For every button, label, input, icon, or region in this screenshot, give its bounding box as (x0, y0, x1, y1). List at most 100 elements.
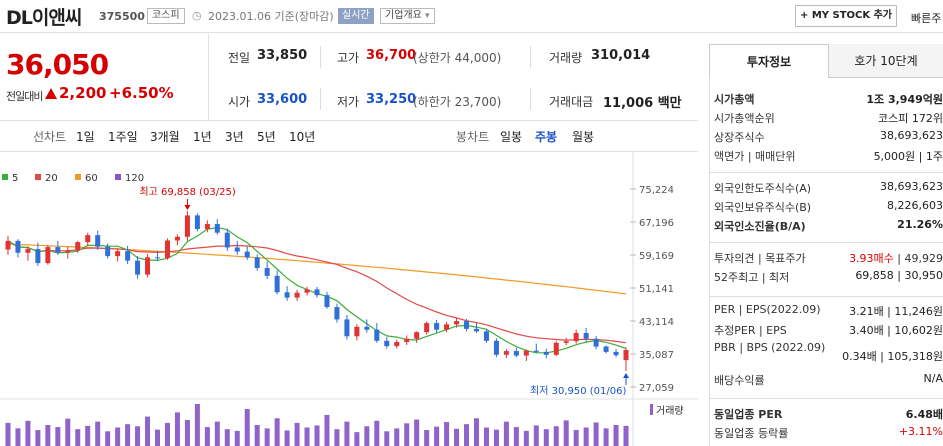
realtime-badge: 실시간 (338, 8, 374, 24)
volume-bar (414, 419, 420, 446)
volume-bar (135, 426, 141, 446)
section-divider (709, 296, 943, 297)
candle-body (364, 326, 370, 330)
candle-body (344, 319, 350, 337)
corp-info-label: 기업개요 (385, 10, 422, 21)
volume-bar (513, 427, 519, 446)
candle-body (304, 289, 310, 293)
volume-bar (314, 425, 320, 446)
y-tick-label: 51,141 (639, 284, 674, 295)
line-period-button[interactable]: 3개월 (150, 130, 180, 144)
info-row: 배당수익률 N/A (714, 372, 943, 391)
add-mystock-button[interactable]: + MY STOCK 추가 (795, 5, 897, 27)
y-tick-label: 43,114 (639, 317, 674, 328)
info-row: 액면가 | 매매단위 5,000원 | 1주 (714, 148, 943, 167)
candle-body (324, 295, 330, 308)
corp-info-button[interactable]: 기업개요 ▾ (380, 8, 435, 24)
volume-bar (115, 427, 121, 446)
price-change-rate: +6.50% (109, 84, 174, 102)
volume-bar (194, 404, 200, 446)
candle-body (314, 289, 320, 296)
candle-period-button[interactable]: 일봉 (500, 130, 523, 144)
volume-bar (503, 421, 509, 446)
info-row-value: 21.26% (897, 218, 943, 231)
line-period-button[interactable]: 1일 (76, 130, 95, 144)
line-period-button[interactable]: 1주일 (108, 130, 138, 144)
candle-body (493, 340, 499, 355)
market-badge: 코스피 (147, 8, 185, 24)
candle-period-button[interactable]: 주봉 (535, 130, 558, 144)
stat-sep (320, 46, 321, 68)
legend-swatch (2, 174, 8, 180)
lower-limit: (하한가 23,700) (413, 95, 502, 109)
clock-icon: ◷ (192, 9, 202, 22)
candle-body (135, 260, 141, 275)
amount-label: 거래대금 (549, 95, 594, 109)
info-row-label: 52주최고 | 최저 (714, 271, 790, 284)
volume-bar (204, 427, 210, 446)
open-label: 시가 (228, 95, 251, 109)
volume-bar (254, 425, 260, 446)
stock-name: DL이앤씨 (6, 7, 82, 29)
line-period-button[interactable]: 5년 (257, 130, 276, 144)
volume-bar (603, 428, 609, 446)
candle-body (214, 224, 220, 233)
volume-bar (493, 429, 499, 446)
prev-close-label: 전일 (228, 51, 251, 65)
legend-swatch (115, 174, 121, 180)
info-row-label: 동일업종 등락률 (714, 427, 789, 440)
info-row: PBR | BPS (2022.09) (714, 341, 943, 360)
chart-control-bar (0, 121, 698, 152)
base-date: 2023.01.06 기준(장마감) (208, 10, 334, 23)
section-divider (709, 172, 943, 173)
info-row: 시가총액 1조 3,949억원 (714, 91, 943, 110)
legend-label: 20 (45, 173, 58, 184)
candle-body (294, 292, 300, 298)
candle-body (473, 328, 479, 332)
line-period-button[interactable]: 1년 (193, 130, 212, 144)
volume-bar (145, 416, 151, 446)
candle-body (194, 215, 200, 229)
compare-label: 전일대비 (6, 90, 43, 103)
candle-body (105, 246, 111, 257)
line-period-button[interactable]: 10년 (289, 130, 316, 144)
upper-limit: (상한가 44,000) (413, 51, 502, 65)
info-row-value: 1조 3,949억원 (866, 93, 943, 106)
volume-bar (394, 428, 400, 446)
info-row-value: 38,693,623 (880, 129, 943, 142)
tab-hoga[interactable]: 호가 10단계 (829, 44, 943, 78)
volume-bar (164, 422, 170, 446)
target-price: | 49,929 (893, 252, 943, 265)
info-row-label: 시가총액 (714, 93, 755, 106)
y-tick-label: 59,169 (639, 251, 674, 262)
candle-body (454, 321, 460, 325)
price-box (0, 34, 209, 121)
candle-body (523, 350, 529, 356)
stat-sep (530, 46, 531, 68)
fast-search-link[interactable]: 빠른주 (911, 12, 942, 25)
candle-body (155, 257, 161, 259)
info-row-label: PBR | BPS (2022.09) (714, 341, 826, 354)
volume-bar (404, 423, 410, 446)
legend-label: 120 (125, 173, 144, 184)
line-period-button[interactable]: 3년 (225, 130, 244, 144)
candle-body (573, 332, 579, 342)
candle-body (553, 342, 559, 355)
candle-period-button[interactable]: 월봉 (572, 130, 595, 144)
volume-bar (125, 424, 131, 446)
candle-body (603, 346, 609, 352)
volume-label: 거래량 (656, 405, 684, 417)
info-row-value: 5,000원 | 1주 (873, 150, 943, 163)
candle-body (334, 307, 340, 320)
tab-invest-info[interactable]: 투자정보 (709, 44, 829, 78)
y-tick-label: 27,059 (639, 383, 674, 394)
high-label: 고가 (337, 51, 360, 65)
volume-bar (473, 418, 479, 446)
candle-body (513, 351, 519, 356)
info-row-label: 투자의견 | 목표주가 (714, 252, 806, 265)
info-row: 동일업종 등락률 +3.11% (714, 425, 943, 444)
candle-chart-label: 봉차트 (456, 130, 490, 144)
info-row-value: 38,693,623 (880, 180, 943, 193)
open-value: 33,600 (257, 92, 308, 107)
y-tick-label: 35,087 (639, 350, 674, 361)
